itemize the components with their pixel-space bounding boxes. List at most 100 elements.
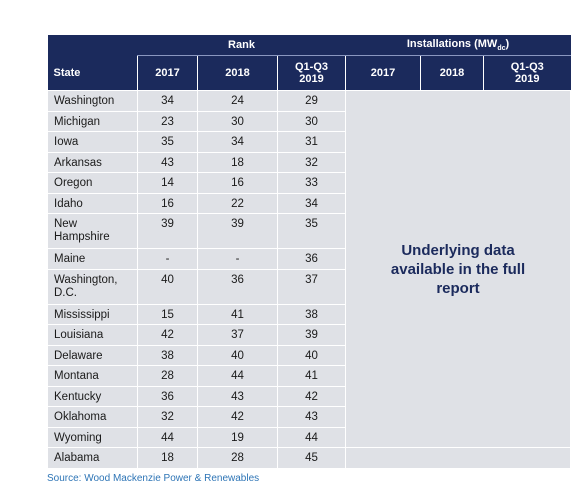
state-name: Montana [54,370,99,382]
state-name: Michigan [54,115,101,128]
rank-cell: 18 [197,151,278,173]
state-cell: Alabama [47,447,138,469]
rank-cell: 38 [277,303,346,325]
table-row: Iowa 35 34 31 [47,131,571,153]
state-name: Maine [54,253,86,265]
column-header: 2017 [137,55,198,91]
table-row: Louisiana 42 37 39 [47,324,571,346]
state-cell: Mississippi [47,303,138,325]
state-cell: Kentucky [47,385,138,407]
rank-cell: 16 [197,172,278,194]
state-name: Wyoming [54,431,102,444]
empty-cell [344,447,572,469]
rank-cell: 37 [197,324,278,346]
rank-cell: 35 [137,131,198,153]
state-name: Washington, D.C. [54,273,118,299]
header-line: 2019 [299,73,324,85]
table-body: Washington 34 24 29 Underlying data availabl… [47,90,572,469]
rank-cell: 44 [277,426,346,448]
group-header: Installations (MWdc) [345,35,571,56]
state-cell: Arkansas [47,151,138,173]
state-name: Arkansas [54,156,102,169]
state-name: Louisiana [54,329,104,341]
table-row: Kentucky 36 43 42 [47,385,571,407]
table-row: Mississippi 15 41 38 [47,303,571,325]
rank-cell: 18 [137,447,198,469]
state-cell: Montana [47,365,138,387]
rank-cell: 41 [277,365,346,387]
state-cell: Oregon [47,172,138,194]
column-header: 2018 [420,55,484,91]
table-row: Alabama 18 28 45 [47,447,572,469]
rank-cell: 34 [137,90,198,112]
rank-cell: 32 [137,406,198,428]
rank-cell: 36 [277,248,346,270]
column-header: 2017 [345,55,421,91]
state-name: Iowa [54,136,79,148]
state-cell: Maine [47,248,138,270]
rank-cell: 19 [197,426,278,448]
rank-cell: 39 [197,213,278,249]
table-row: Wyoming 44 19 44 [47,426,571,448]
rank-cell: 30 [197,110,278,132]
rank-cell: 36 [137,385,198,407]
table-row: Oklahoma 32 42 43 [47,406,571,428]
rank-cell: 35 [277,213,346,249]
header-line: Q1-Q3 [294,61,328,73]
state-cell: Oklahoma [47,406,138,428]
table-row: Arkansas 43 18 32 [47,151,571,173]
state-name: Mississippi [54,308,110,321]
table-row: Washington 34 24 29 Underlying data availabl… [47,90,572,448]
rank-cell: 40 [137,268,198,305]
rank-cell: 16 [137,192,198,214]
rank-cell: 23 [137,110,198,132]
rank-cell: 38 [137,344,198,366]
rank-cell: 37 [277,268,346,305]
rank-cell: 28 [197,447,278,469]
rank-cell: 28 [137,365,198,387]
rank-cell: - [197,248,278,270]
rank-cell: 36 [197,268,278,305]
state-name: Oklahoma [54,411,107,423]
header-text: ) [505,37,510,50]
rank-cell: 32 [277,151,346,173]
column-header: 2018 [197,55,278,91]
table-row: New Hampshire 39 39 35 [47,213,571,249]
state-name: Delaware [54,349,103,362]
rank-cell: 40 [277,344,346,366]
rank-cell: 45 [277,447,346,469]
state-name: Washington [54,95,115,107]
state-name: Alabama [54,452,100,464]
group-header-row: Rank Installations (MWdc) [47,35,571,56]
state-name: New Hampshire [54,218,110,243]
state-cell: Louisiana [47,324,138,346]
table-row: Maine - -36 [47,248,571,270]
column-header: Q1-Q3 2019 [277,55,346,91]
rank-cell: 33 [277,172,346,194]
rank-cell: 29 [277,90,346,112]
source: Source: Wood Mackenzie Power & Renewable… [47,473,260,484]
table-row: Washington, D.C. 40 36 37 [47,268,571,305]
header-line: 2019 [515,73,540,85]
header-text: Installations (MW [406,37,498,50]
column-header: State [47,55,138,91]
rank-cell: 44 [137,426,198,448]
rank-cell: 43 [137,151,198,173]
header-subscript: dc [497,45,506,53]
rank-cell: 42 [137,324,198,346]
rank-cell: 39 [277,324,346,346]
state-name: Oregon [54,177,93,189]
rank-cell: 39 [137,213,198,249]
state-cell: New Hampshire [47,213,138,249]
rank-cell: 41 [197,303,278,325]
rank-cell: 42 [277,385,346,407]
rank-cell: 22 [197,192,278,214]
state-name: Idaho [54,197,83,210]
column-header: Q1-Q3 2019 [482,55,571,91]
rank-cell: 42 [197,406,278,428]
rank-cell: 40 [197,344,278,366]
rank-cell: 31 [277,131,346,153]
rank-cell: 43 [197,385,278,407]
state-cell: Wyoming [47,426,138,448]
